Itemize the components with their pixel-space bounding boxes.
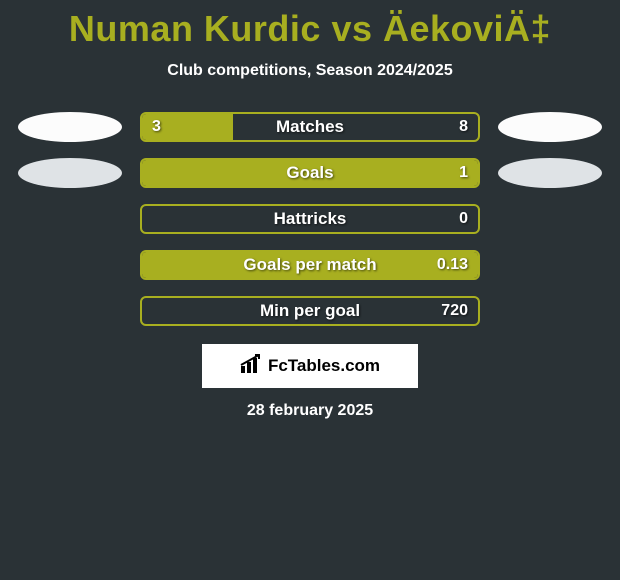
stat-right-value: 8 xyxy=(459,114,468,140)
stat-right-value: 0.13 xyxy=(437,252,468,278)
left-player-oval xyxy=(18,158,122,188)
stat-bar: Goals per match0.13 xyxy=(140,250,480,280)
stat-label: Min per goal xyxy=(142,298,478,324)
stat-label: Hattricks xyxy=(142,206,478,232)
stat-label: Goals per match xyxy=(142,252,478,278)
stat-row: Goals per match0.13 xyxy=(0,250,620,280)
stat-bar: Goals1 xyxy=(140,158,480,188)
brand-box[interactable]: FcTables.com xyxy=(202,344,418,388)
comparison-rows: 3Matches8 Goals1 Hattricks0 Goals per match… xyxy=(0,112,620,326)
stat-row: Min per goal720 xyxy=(0,296,620,326)
stat-bar: Hattricks0 xyxy=(140,204,480,234)
stat-bar: Min per goal720 xyxy=(140,296,480,326)
stat-row: 3Matches8 xyxy=(0,112,620,142)
right-player-oval xyxy=(498,158,602,188)
stat-right-value: 720 xyxy=(441,298,468,324)
stat-bar: 3Matches8 xyxy=(140,112,480,142)
stat-row: Goals1 xyxy=(0,158,620,188)
right-player-oval xyxy=(498,112,602,142)
date-text: 28 february 2025 xyxy=(0,402,620,420)
subtitle: Club competitions, Season 2024/2025 xyxy=(0,62,620,80)
stat-right-value: 0 xyxy=(459,206,468,232)
brand-icon xyxy=(240,354,264,379)
brand-text: FcTables.com xyxy=(268,356,380,376)
stat-label: Goals xyxy=(142,160,478,186)
page-title: Numan Kurdic vs ÄekoviÄ‡ xyxy=(0,8,620,50)
left-player-oval xyxy=(18,112,122,142)
comparison-card: Numan Kurdic vs ÄekoviÄ‡ Club competitio… xyxy=(0,0,620,420)
stat-label: Matches xyxy=(142,114,478,140)
stat-row: Hattricks0 xyxy=(0,204,620,234)
stat-right-value: 1 xyxy=(459,160,468,186)
